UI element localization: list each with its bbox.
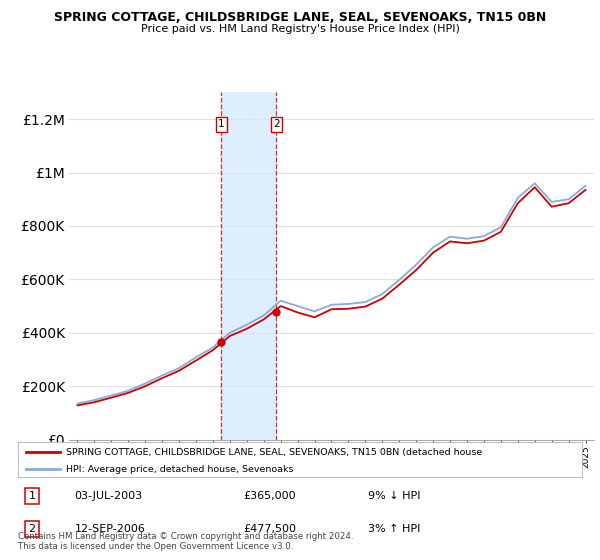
Text: 12-SEP-2006: 12-SEP-2006 xyxy=(74,524,145,534)
Text: 9% ↓ HPI: 9% ↓ HPI xyxy=(368,491,420,501)
Text: SPRING COTTAGE, CHILDSBRIDGE LANE, SEAL, SEVENOAKS, TN15 0BN: SPRING COTTAGE, CHILDSBRIDGE LANE, SEAL,… xyxy=(54,11,546,24)
Text: 3% ↑ HPI: 3% ↑ HPI xyxy=(368,524,420,534)
Bar xyxy=(221,92,277,440)
Text: 2: 2 xyxy=(29,524,35,534)
Text: SPRING COTTAGE, CHILDSBRIDGE LANE, SEAL, SEVENOAKS, TN15 0BN (detached house: SPRING COTTAGE, CHILDSBRIDGE LANE, SEAL,… xyxy=(66,447,482,456)
Text: 1: 1 xyxy=(218,119,225,129)
Text: 1: 1 xyxy=(29,491,35,501)
Text: HPI: Average price, detached house, Sevenoaks: HPI: Average price, detached house, Seve… xyxy=(66,465,293,474)
Text: Price paid vs. HM Land Registry's House Price Index (HPI): Price paid vs. HM Land Registry's House … xyxy=(140,24,460,34)
Text: 03-JUL-2003: 03-JUL-2003 xyxy=(74,491,143,501)
Text: 2: 2 xyxy=(273,119,280,129)
Text: £365,000: £365,000 xyxy=(244,491,296,501)
Text: £477,500: £477,500 xyxy=(244,524,296,534)
Text: Contains HM Land Registry data © Crown copyright and database right 2024.
This d: Contains HM Land Registry data © Crown c… xyxy=(18,531,353,551)
